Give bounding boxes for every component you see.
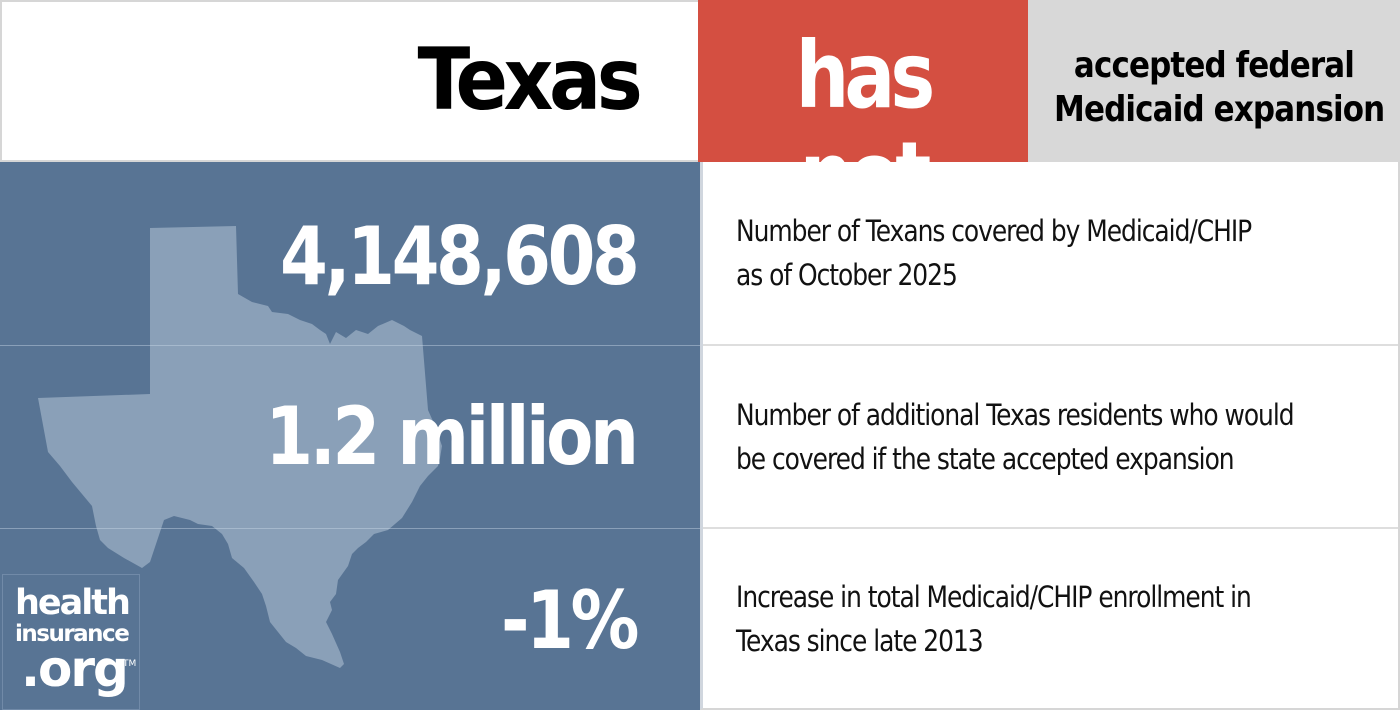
stat-descriptions-panel: Number of Texans covered by Medicaid/CHI… (700, 162, 1400, 710)
stat-description-line: be covered if the state accepted expansi… (736, 441, 1235, 476)
logo-line-2: insurance (15, 621, 130, 647)
stat-description-line: Texas since late 2013 (736, 623, 984, 658)
logo-line-3: .org (21, 640, 129, 698)
state-name: Texas (417, 30, 642, 130)
row-divider-2 (0, 528, 700, 529)
logo-trademark: TM (123, 659, 137, 669)
stat-value-enrollment: 4,148,608 (279, 210, 640, 303)
expansion-description: accepted federal Medicaid expansion (1054, 44, 1385, 132)
texas-state-map-icon (38, 226, 442, 668)
stat-description-row-additional-coverage: Number of additional Texas residents who… (703, 346, 1398, 529)
state-name-box: Texas (0, 0, 698, 162)
stat-description-enrollment: Number of Texans covered by Medicaid/CHI… (736, 209, 1335, 297)
stat-description-row-enrollment: Number of Texans covered by Medicaid/CHI… (703, 162, 1398, 346)
logo-line-1: health (15, 583, 131, 623)
stat-description-line: Number of additional Texas residents who… (736, 397, 1295, 432)
stats-panel: 4,148,608 1.2 million -1% health insuran… (0, 162, 700, 710)
stat-description-line: as of October 2025 (736, 258, 958, 292)
healthinsurance-org-logo: health insurance .org TM (2, 574, 140, 710)
stat-value-additional-coverage: 1.2 million (265, 390, 640, 483)
stat-description-enrollment-change: Increase in total Medicaid/CHIP enrollme… (736, 575, 1335, 663)
expansion-description-box: accepted federal Medicaid expansion (1028, 0, 1400, 162)
row-divider-1 (0, 345, 700, 346)
stat-description-row-enrollment-change: Increase in total Medicaid/CHIP enrollme… (703, 529, 1398, 708)
expansion-status-box: has not (698, 0, 1028, 226)
stat-description-additional-coverage: Number of additional Texas residents who… (736, 393, 1384, 481)
expansion-description-line-2: Medicaid expansion (1054, 89, 1385, 130)
expansion-description-line-1: accepted federal (1073, 45, 1355, 86)
stat-description-line: Number of Texans covered by Medicaid/CHI… (736, 214, 1252, 248)
stat-value-enrollment-change: -1% (500, 574, 639, 667)
stat-description-line: Increase in total Medicaid/CHIP enrollme… (736, 579, 1252, 614)
